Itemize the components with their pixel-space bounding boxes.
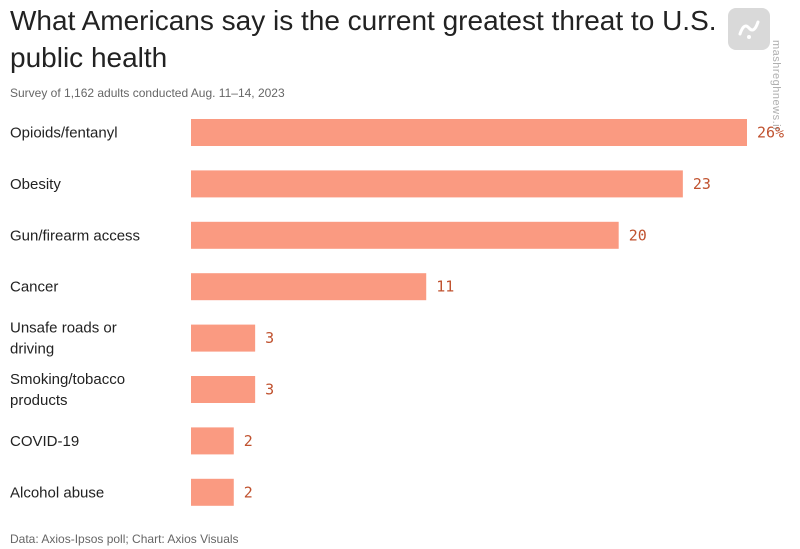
category-label-7: Alcohol abuse bbox=[10, 484, 104, 501]
bar-6 bbox=[191, 427, 234, 455]
value-label-6: 2 bbox=[244, 432, 253, 450]
category-label-4-line-1: driving bbox=[10, 341, 54, 358]
value-label-4: 3 bbox=[265, 329, 274, 347]
watermark-text: mashreghnews.ir bbox=[770, 40, 782, 132]
category-label-1: Obesity bbox=[10, 176, 61, 193]
category-label-2: Gun/firearm access bbox=[10, 227, 140, 244]
bar-7 bbox=[191, 478, 234, 506]
bar-5 bbox=[191, 376, 256, 403]
bar-0 bbox=[191, 119, 747, 146]
category-label-4-line-0: Unsafe roads or bbox=[10, 320, 117, 337]
bar-2 bbox=[191, 221, 619, 249]
bar-4 bbox=[191, 324, 256, 352]
bar-3 bbox=[191, 273, 427, 301]
watermark-logo-icon bbox=[728, 8, 770, 50]
chart-title: What Americans say is the current greate… bbox=[10, 5, 717, 73]
chart-source: Data: Axios-Ipsos poll; Chart: Axios Vis… bbox=[10, 532, 239, 546]
value-label-5: 3 bbox=[265, 381, 274, 399]
bar-1 bbox=[191, 170, 683, 198]
value-label-2: 20 bbox=[629, 226, 647, 244]
value-label-7: 2 bbox=[244, 483, 253, 501]
category-label-0: Opioids/fentanyl bbox=[10, 125, 118, 142]
value-label-1: 23 bbox=[693, 175, 711, 193]
category-label-3: Cancer bbox=[10, 279, 58, 296]
value-label-0: 26% bbox=[757, 124, 784, 142]
category-label-5-line-1: products bbox=[10, 392, 68, 409]
category-label-6: COVID-19 bbox=[10, 433, 79, 450]
chart-subtitle: Survey of 1,162 adults conducted Aug. 11… bbox=[10, 86, 285, 100]
watermark-glyph-icon bbox=[738, 20, 760, 39]
category-label-5-line-0: Smoking/tobacco bbox=[10, 371, 125, 388]
value-label-3: 11 bbox=[436, 278, 454, 296]
